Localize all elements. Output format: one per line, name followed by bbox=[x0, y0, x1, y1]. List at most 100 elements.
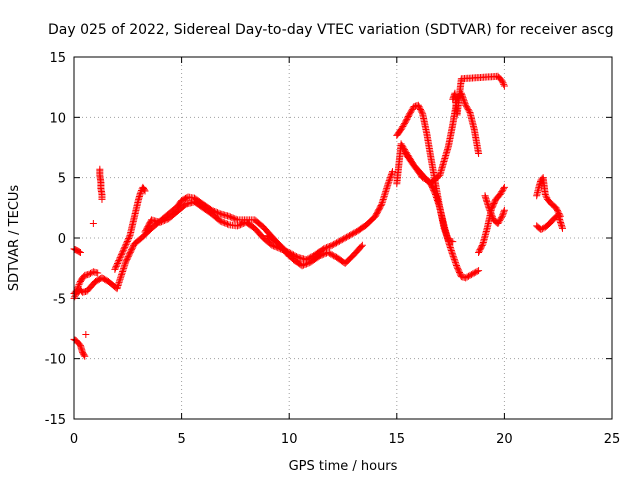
data-point bbox=[123, 239, 131, 247]
data-point bbox=[377, 202, 385, 210]
data-point bbox=[496, 191, 504, 199]
series-trace-n bbox=[481, 192, 508, 228]
data-point bbox=[386, 174, 394, 182]
data-point bbox=[231, 215, 239, 223]
data-point bbox=[559, 224, 567, 232]
data-point bbox=[400, 121, 408, 129]
data-point bbox=[327, 250, 335, 258]
y-axis-label: SDTVAR / TECUs bbox=[7, 185, 22, 292]
plot-frame bbox=[73, 56, 613, 420]
series-trace-h bbox=[264, 232, 366, 270]
data-point bbox=[318, 251, 326, 259]
data-point bbox=[328, 251, 336, 259]
data-point bbox=[113, 261, 121, 269]
data-point bbox=[441, 227, 449, 235]
data-point bbox=[81, 352, 89, 360]
data-point bbox=[388, 169, 396, 177]
data-point bbox=[330, 240, 338, 248]
data-point bbox=[405, 111, 413, 119]
data-point bbox=[461, 100, 469, 108]
data-point bbox=[498, 188, 506, 196]
data-point bbox=[123, 237, 131, 245]
data-point bbox=[421, 175, 429, 183]
data-point bbox=[219, 218, 227, 226]
data-point bbox=[75, 281, 83, 289]
data-point bbox=[498, 77, 506, 85]
data-point bbox=[451, 257, 459, 265]
data-point bbox=[338, 236, 346, 244]
data-point bbox=[401, 146, 409, 154]
data-point bbox=[125, 233, 133, 241]
data-point bbox=[419, 174, 427, 182]
data-point bbox=[451, 258, 459, 266]
x-tick-label: 20 bbox=[496, 432, 513, 447]
series-trace-b bbox=[70, 268, 102, 302]
data-point bbox=[499, 211, 507, 219]
data-point bbox=[141, 187, 149, 195]
x-tick-label: 0 bbox=[70, 432, 78, 447]
series-trace-e bbox=[96, 165, 106, 203]
data-point bbox=[115, 255, 123, 263]
data-point bbox=[302, 260, 310, 268]
data-point bbox=[218, 218, 226, 226]
data-point bbox=[399, 143, 407, 151]
data-point bbox=[387, 172, 395, 180]
data-point bbox=[226, 213, 234, 221]
data-point bbox=[488, 213, 496, 221]
data-point bbox=[269, 242, 277, 250]
data-point bbox=[494, 220, 502, 228]
data-point bbox=[453, 261, 461, 269]
data-point bbox=[222, 220, 230, 228]
data-point bbox=[117, 252, 125, 260]
data-point bbox=[495, 218, 503, 226]
data-point bbox=[408, 105, 416, 113]
data-point bbox=[442, 229, 450, 237]
data-point bbox=[300, 261, 308, 269]
data-point bbox=[115, 280, 123, 288]
data-point bbox=[325, 249, 333, 257]
data-point bbox=[385, 178, 393, 186]
data-point bbox=[158, 218, 166, 226]
data-point bbox=[115, 278, 123, 286]
data-point bbox=[119, 246, 127, 254]
data-point bbox=[399, 123, 407, 131]
data-point bbox=[238, 220, 246, 228]
data-point bbox=[500, 183, 508, 191]
data-point bbox=[320, 250, 328, 258]
y-tick-label: 15 bbox=[49, 51, 66, 66]
data-point bbox=[441, 226, 449, 234]
data-point bbox=[116, 277, 124, 285]
data-point bbox=[385, 177, 393, 185]
data-point bbox=[120, 263, 128, 271]
y-tick-label: 5 bbox=[58, 172, 66, 187]
data-point bbox=[442, 230, 450, 238]
data-point bbox=[497, 214, 505, 222]
data-point bbox=[115, 257, 123, 265]
data-point bbox=[464, 106, 472, 114]
data-point bbox=[330, 252, 338, 260]
y-tick-label: 10 bbox=[49, 111, 66, 126]
data-point bbox=[475, 150, 483, 158]
data-point bbox=[487, 210, 495, 218]
series-trace-c bbox=[70, 245, 84, 256]
data-point bbox=[542, 192, 550, 200]
data-point bbox=[298, 262, 306, 270]
data-point bbox=[486, 207, 494, 215]
data-point bbox=[121, 242, 129, 250]
data-point bbox=[160, 217, 168, 225]
data-point bbox=[335, 237, 343, 245]
data-point bbox=[120, 264, 128, 272]
data-point bbox=[114, 282, 122, 290]
y-tick-label: -5 bbox=[53, 292, 66, 307]
data-points bbox=[70, 72, 567, 360]
data-point bbox=[328, 241, 336, 249]
data-point bbox=[114, 258, 122, 266]
data-point bbox=[114, 283, 122, 291]
data-point bbox=[398, 141, 406, 149]
data-point bbox=[213, 209, 221, 217]
data-point bbox=[216, 217, 224, 225]
data-point bbox=[325, 242, 333, 250]
data-point bbox=[487, 208, 495, 216]
data-point bbox=[80, 351, 88, 359]
